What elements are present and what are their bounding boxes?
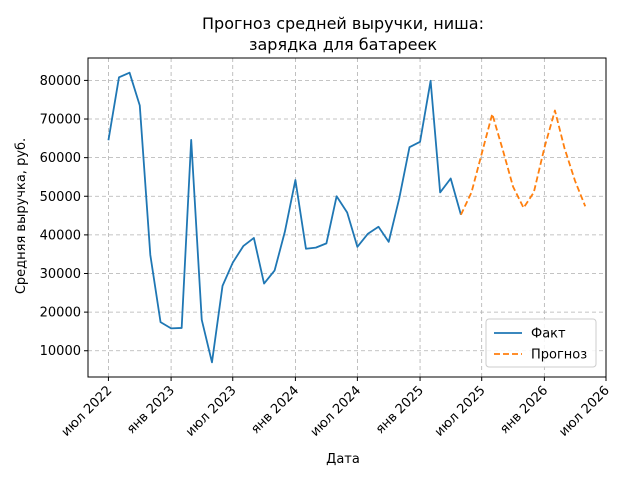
y-tick-label: 50000: [40, 190, 81, 205]
series-layer: [107, 71, 587, 364]
legend-label-0: Факт: [531, 327, 566, 342]
y-axis-label: Средняя выручка, руб.: [14, 138, 29, 294]
y-tick-label: 80000: [40, 74, 81, 89]
y-tick-label: 30000: [40, 267, 81, 282]
legend: Факт Прогноз: [485, 318, 597, 368]
series-line-0: [107, 71, 462, 364]
legend-label-1: Прогноз: [531, 348, 587, 363]
y-tick-label: 20000: [40, 306, 81, 321]
y-axis: 10000 20000 30000 40000 50000 60000 70000 80000: [40, 74, 88, 359]
plot-frame: [87, 57, 607, 378]
y-tick-label: 70000: [40, 113, 81, 128]
chart-title-line1: Прогноз средней выручки, ниша:: [202, 14, 484, 33]
grid: [88, 58, 607, 377]
legend-box: [485, 318, 597, 368]
x-axis-label: Дата: [326, 452, 360, 467]
y-tick-label: 40000: [40, 228, 81, 243]
y-tick-label: 60000: [40, 151, 81, 166]
y-tick-label: 10000: [40, 344, 81, 359]
chart-title-line2: зарядка для батареек: [249, 35, 437, 54]
series-line-1: [460, 109, 587, 216]
